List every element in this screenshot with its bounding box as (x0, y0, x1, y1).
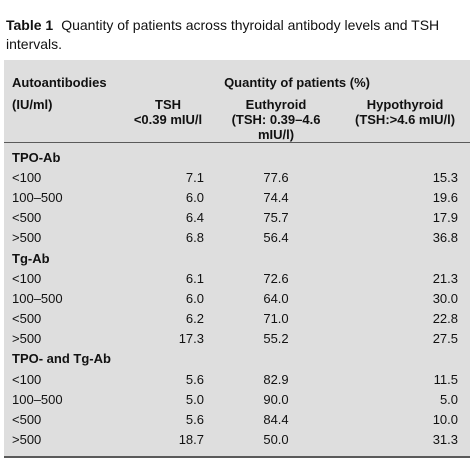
table-label: Table 1 (6, 17, 54, 33)
header-blank (4, 112, 124, 143)
table-row: 100–500 6.0 64.0 30.0 (4, 288, 470, 308)
header-hypothyroid: Hypothyroid (366, 97, 444, 112)
hypothyroid-cell: 21.3 (432, 270, 459, 286)
euthyroid-cell: 55.2 (263, 331, 289, 347)
euthyroid-cell: 77.6 (263, 169, 289, 185)
tsh-cell: 5.6 (185, 371, 204, 387)
table-row: <100 7.1 77.6 15.3 (4, 167, 470, 187)
hypothyroid-cell: 22.8 (432, 311, 459, 327)
range-cell: <500 (12, 311, 42, 327)
group-row: TPO-Ab (4, 143, 470, 168)
tsh-cell: 6.0 (185, 189, 204, 205)
range-cell: <100 (12, 371, 42, 387)
range-cell: >500 (12, 331, 42, 347)
header-autoantibodies: Autoantibodies (12, 75, 107, 90)
group-name: TPO-Ab (12, 149, 61, 165)
hypothyroid-cell: 19.6 (432, 189, 459, 205)
table-header: Autoantibodies Quantity of patients (%) … (4, 60, 471, 143)
tsh-cell: 6.8 (185, 230, 204, 246)
hypothyroid-cell: 5.0 (439, 391, 459, 407)
range-cell: 100–500 (12, 290, 63, 306)
table-body: TPO-Ab <100 7.1 77.6 15.3 100–500 6.0 74.4 19.6 <… (4, 143, 470, 450)
euthyroid-cell: 50.0 (263, 432, 289, 448)
table-caption: Table 1 Quantity of patients across thyro… (6, 16, 468, 54)
range-cell: >500 (12, 432, 42, 448)
hypothyroid-cell: 31.3 (432, 432, 459, 448)
table-row: <100 6.1 72.6 21.3 (4, 268, 470, 288)
table-row: 100–500 6.0 74.4 19.6 (4, 187, 470, 207)
header-tsh: TSH (155, 97, 181, 112)
hypothyroid-cell: 15.3 (432, 169, 459, 185)
range-cell: <500 (12, 412, 42, 428)
euthyroid-cell: 75.7 (263, 210, 289, 226)
range-cell: >500 (12, 230, 42, 246)
range-cell: 100–500 (12, 391, 63, 407)
tsh-cell: 17.3 (178, 331, 204, 347)
header-euthyroid-range: (TSH: 0.39–4.6 mIU/l) (212, 112, 340, 143)
group-name: Tg-Ab (12, 250, 50, 266)
header-euthyroid: Euthyroid (245, 97, 307, 112)
group-name: TPO- and Tg-Ab (12, 351, 111, 367)
group-row: TPO- and Tg-Ab (4, 349, 470, 369)
euthyroid-cell: 71.0 (263, 311, 289, 327)
euthyroid-cell: 64.0 (263, 290, 289, 306)
tsh-cell: 5.6 (185, 412, 204, 428)
hypothyroid-cell: 30.0 (432, 290, 459, 306)
tsh-cell: 6.2 (185, 311, 204, 327)
euthyroid-cell: 82.9 (263, 371, 289, 387)
hypothyroid-cell: 27.5 (432, 331, 459, 347)
euthyroid-cell: 74.4 (263, 189, 289, 205)
header-hypothyroid-range: (TSH:>4.6 mIU/l) (340, 112, 471, 143)
table-row: <500 6.2 71.0 22.8 (4, 309, 470, 329)
header-units: (IU/ml) (12, 97, 53, 112)
range-cell: <500 (12, 210, 42, 226)
euthyroid-cell: 84.4 (263, 412, 289, 428)
data-table-container: Autoantibodies Quantity of patients (%) … (4, 60, 471, 458)
table-row: >500 6.8 56.4 36.8 (4, 228, 470, 248)
range-cell: <100 (12, 270, 42, 286)
data-table: Autoantibodies Quantity of patients (%) … (4, 60, 471, 450)
euthyroid-cell: 90.0 (263, 391, 289, 407)
tsh-cell: 5.0 (185, 391, 204, 407)
hypothyroid-cell: 11.5 (433, 371, 459, 387)
table-row: <500 5.6 84.4 10.0 (4, 409, 470, 429)
tsh-cell: 6.0 (185, 290, 204, 306)
header-tsh-range: <0.39 mIU/l (124, 112, 212, 143)
hypothyroid-cell: 10.0 (432, 412, 459, 428)
group-row: Tg-Ab (4, 248, 470, 268)
table-caption-text: Quantity of patients across thyroidal an… (6, 17, 440, 52)
euthyroid-cell: 72.6 (263, 270, 289, 286)
table-row: >500 18.7 50.0 31.3 (4, 430, 470, 450)
euthyroid-cell: 56.4 (263, 230, 289, 246)
table-row: <500 6.4 75.7 17.9 (4, 208, 470, 228)
tsh-cell: 6.4 (185, 210, 204, 226)
tsh-cell: 6.1 (185, 270, 204, 286)
table-row: >500 17.3 55.2 27.5 (4, 329, 470, 349)
table-row: <100 5.6 82.9 11.5 (4, 369, 470, 389)
table-row: 100–500 5.0 90.0 5.0 (4, 389, 470, 409)
range-cell: <100 (12, 169, 42, 185)
header-quantity-of-patients: Quantity of patients (%) (224, 75, 370, 90)
range-cell: 100–500 (12, 189, 63, 205)
tsh-cell: 18.7 (178, 432, 204, 448)
hypothyroid-cell: 36.8 (432, 230, 459, 246)
hypothyroid-cell: 17.9 (432, 210, 459, 226)
tsh-cell: 7.1 (185, 169, 204, 185)
